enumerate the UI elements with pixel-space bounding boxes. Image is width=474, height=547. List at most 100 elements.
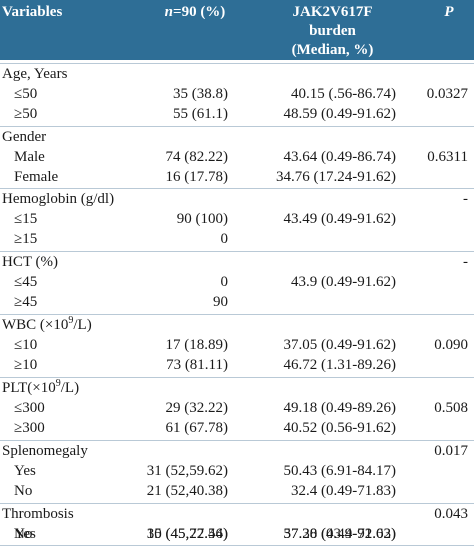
table-row: Age, Years [0, 63, 474, 85]
table-row: Hemoglobin (g/dl) - [0, 188, 474, 210]
row-label: ≥300 [14, 420, 45, 436]
table-row: ≥15 0 [0, 229, 474, 250]
row-label: Male [14, 149, 45, 165]
row-jak: 49.18 (0.49-89.26) [283, 400, 397, 416]
row-n: 73 (81.11) [166, 357, 228, 373]
row-label: ≤300 [14, 400, 45, 416]
table-row: ≤45 0 43.9 (0.49-91.62) [0, 272, 474, 293]
row-n: 90 [213, 294, 228, 310]
row-label: No [14, 526, 33, 542]
header-p-value: P [444, 4, 454, 20]
row-label: WBC (×109/L) [2, 315, 92, 336]
table-row: No 21 (52,40.38) 32.4 (0.49-71.83) [0, 481, 474, 502]
row-n: 10 (45,22.44) [146, 526, 228, 542]
table-row: ≥45 90 [0, 292, 474, 313]
row-n: 74 (82.22) [165, 149, 229, 165]
table-row: ≤300 29 (32.22) 49.18 (0.49-89.26) 0.508 [0, 398, 474, 419]
row-n: 35 (45,77.56) [146, 526, 228, 542]
label-post: /L) [73, 317, 92, 333]
row-label: ≥10 [14, 357, 38, 373]
row-jak: 34.76 (17.24-91.62) [276, 169, 396, 185]
table-row: Female 16 (17.78) 34.76 (17.24-91.62) [0, 167, 474, 188]
header-jak-line1: JAK2V617F [292, 4, 373, 20]
row-jak: 37.38 (0.49-91.62) [283, 526, 397, 542]
row-p: 0.0327 [426, 86, 468, 102]
header-jak-line2: burden [309, 23, 356, 39]
row-n: 35 (38.8) [173, 86, 228, 102]
row-jak: 43.49 (0.49-91.62) [283, 211, 397, 227]
row-p: 0.043 [434, 506, 468, 522]
label-pre: PLT(×10 [2, 380, 56, 396]
row-p: 0.090 [434, 337, 468, 353]
row-label: Thrombosis [2, 506, 74, 522]
bottom-rule [0, 545, 474, 546]
table-row: WBC (×109/L) [0, 314, 474, 336]
row-label: Yes [14, 526, 36, 542]
row-label: Hemoglobin (g/dl) [2, 191, 115, 207]
row-n: 21 (52,40.38) [146, 483, 228, 499]
header-jak-line3: (Median, %) [291, 42, 374, 58]
label-pre: WBC (×10 [2, 317, 69, 333]
header-n: n=90 (%) [140, 3, 250, 22]
row-p: 0.508 [434, 400, 468, 416]
table-row: Yes 31 (52,59.62) 50.43 (6.91-84.17) [0, 461, 474, 482]
row-jak: 43.9 (0.49-91.62) [291, 274, 396, 290]
row-jak: 48.59 (0.49-91.62) [283, 106, 397, 122]
row-jak: 57.20 (43.4-72.03) [283, 526, 397, 542]
row-jak: 32.4 (0.49-71.83) [291, 483, 396, 499]
table-row: Male 74 (82.22) 43.64 (0.49-86.74) 0.631… [0, 147, 474, 168]
header-n-italic: n [164, 4, 174, 20]
table-row: ≤15 90 (100) 43.49 (0.49-91.62) [0, 209, 474, 230]
row-n: 16 (17.78) [165, 169, 229, 185]
table-row: HCT (%) - [0, 251, 474, 273]
row-label: Splenomegaly [2, 443, 88, 459]
row-label: PLT(×109/L) [2, 378, 79, 399]
header-variables: Variables [2, 4, 63, 20]
row-n: 0 [220, 274, 229, 290]
row-p: - [463, 191, 468, 207]
table-row: Thrombosis 0.043 [0, 503, 474, 525]
table-row: ≤50 35 (38.8) 40.15 (.56-86.74) 0.0327 [0, 84, 474, 105]
row-jak: 40.15 (.56-86.74) [291, 86, 396, 102]
row-n: 29 (32.22) [165, 400, 229, 416]
row-label: ≥45 [14, 294, 38, 310]
row-jak: 37.05 (0.49-91.62) [283, 337, 397, 353]
header-n-rest: =90 (%) [173, 4, 226, 20]
row-label: ≥50 [14, 106, 38, 122]
row-jak: 43.64 (0.49-86.74) [283, 149, 397, 165]
row-jak: 46.72 (1.31-89.26) [283, 357, 397, 373]
row-label: HCT (%) [2, 254, 58, 270]
label-sup: 9 [55, 378, 61, 389]
table-header: Variables n=90 (%) JAK2V617F burden (Med… [0, 0, 474, 60]
table-row: Yes 10 (45,22.44) 57.20 (43.4-72.03) [0, 524, 474, 545]
row-label: Age, Years [2, 66, 68, 82]
row-label: ≤10 [14, 337, 38, 353]
row-jak: 50.43 (6.91-84.17) [283, 463, 397, 479]
table-row: PLT(×109/L) [0, 377, 474, 399]
row-label: ≤15 [14, 211, 38, 227]
row-label: ≤45 [14, 274, 38, 290]
table-row: No 35 (45,77.56) 37.38 (0.49-91.62) [0, 524, 474, 545]
row-p: 0.017 [434, 443, 468, 459]
row-n: 0 [220, 231, 229, 247]
row-label: Female [14, 169, 59, 185]
row-label: Yes [14, 463, 36, 479]
row-p: 0.6311 [427, 149, 468, 165]
table-row: Splenomegaly 0.017 [0, 440, 474, 462]
row-p: - [463, 254, 468, 270]
row-n: 55 (61.1) [173, 106, 228, 122]
row-n: 90 (100) [176, 211, 228, 227]
table-row: Gender [0, 126, 474, 148]
label-post: /L) [60, 380, 80, 396]
table-row: ≥300 61 (67.78) 40.52 (0.56-91.62) [0, 418, 474, 439]
table-row: ≥50 55 (61.1) 48.59 (0.49-91.62) [0, 104, 474, 125]
row-n: 31 (52,59.62) [146, 463, 228, 479]
row-n: 61 (67.78) [165, 420, 229, 436]
row-jak: 40.52 (0.56-91.62) [283, 420, 397, 436]
row-label: ≤50 [14, 86, 38, 102]
row-label: ≥15 [14, 231, 38, 247]
row-label: Gender [2, 129, 47, 145]
table-row: ≥10 73 (81.11) 46.72 (1.31-89.26) [0, 355, 474, 376]
header-jak2-burden: JAK2V617F burden (Median, %) [255, 3, 410, 60]
